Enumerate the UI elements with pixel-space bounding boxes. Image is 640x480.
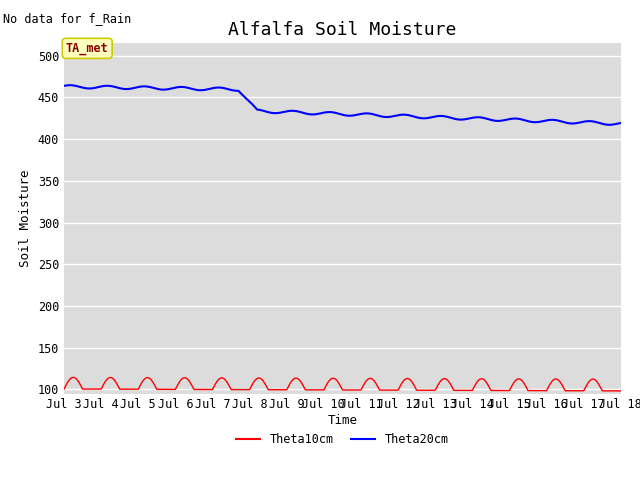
- X-axis label: Time: Time: [328, 414, 357, 427]
- Legend: Theta10cm, Theta20cm: Theta10cm, Theta20cm: [232, 428, 453, 451]
- Title: Alfalfa Soil Moisture: Alfalfa Soil Moisture: [228, 21, 456, 39]
- Text: No data for f_Rain: No data for f_Rain: [3, 12, 131, 25]
- Y-axis label: Soil Moisture: Soil Moisture: [19, 169, 32, 267]
- Text: TA_met: TA_met: [66, 42, 109, 55]
